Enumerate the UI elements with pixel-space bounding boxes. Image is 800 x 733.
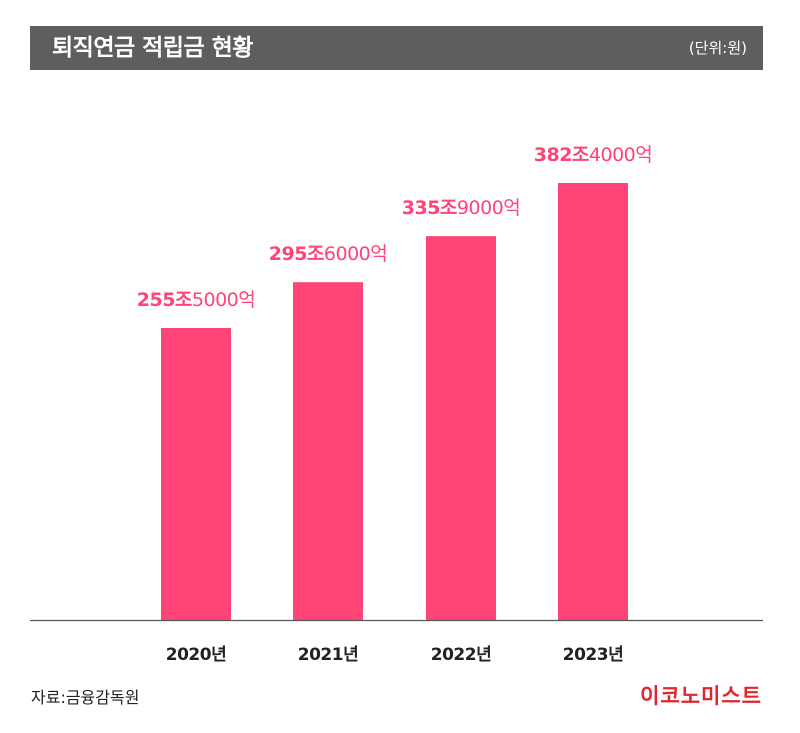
bar-2 bbox=[293, 282, 363, 620]
chart-title: 퇴직연금 적립금 현황 bbox=[52, 35, 253, 61]
value-label-2: 295조6000억 bbox=[269, 243, 388, 265]
bar-1 bbox=[161, 328, 231, 620]
value-label-1: 255조5000억 bbox=[137, 289, 256, 311]
category-label-3: 2022년 bbox=[431, 645, 491, 665]
category-label-2: 2021년 bbox=[298, 645, 358, 665]
title-bar: 퇴직연금 적립금 현황 (단위:원) bbox=[30, 26, 763, 70]
category-label-4: 2023년 bbox=[563, 645, 623, 665]
category-label-1: 2020년 bbox=[166, 645, 226, 665]
publisher-logo: 이코노미스트 bbox=[640, 684, 762, 708]
source-note: 자료:금융감독원 bbox=[31, 688, 140, 707]
unit-label: (단위:원) bbox=[688, 39, 747, 57]
value-label-3: 335조9000억 bbox=[402, 197, 521, 219]
bar-4 bbox=[558, 183, 628, 620]
bar-3 bbox=[426, 236, 496, 620]
value-label-4: 382조4000억 bbox=[534, 144, 653, 166]
